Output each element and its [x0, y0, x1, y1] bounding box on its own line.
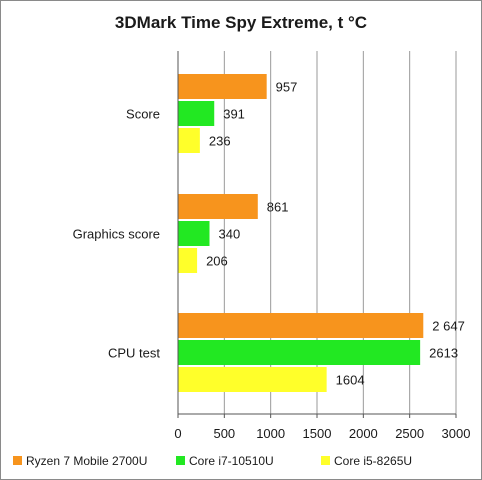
data-label: 2 647 [432, 319, 465, 334]
x-tick-label: 500 [213, 426, 235, 441]
data-label: 340 [219, 227, 241, 242]
category-label: CPU test [108, 346, 160, 361]
x-tick-label: 1500 [303, 426, 332, 441]
chart-title: 3DMark Time Spy Extreme, t °C [115, 13, 367, 32]
data-label: 206 [206, 254, 228, 269]
x-tick-label: 0 [174, 426, 181, 441]
legend-label: Core i7-10510U [189, 454, 274, 468]
bar [178, 101, 215, 126]
data-label: 391 [223, 107, 245, 122]
bar [178, 340, 421, 365]
data-label: 2613 [429, 346, 458, 361]
category-label: Graphics score [73, 227, 160, 242]
category-label: Score [126, 107, 160, 122]
x-tick-label: 2000 [349, 426, 378, 441]
x-tick-label: 3000 [442, 426, 471, 441]
legend-label: Core i5-8265U [334, 454, 412, 468]
x-tick-label: 2500 [395, 426, 424, 441]
bar [178, 128, 200, 153]
x-tick-label: 1000 [256, 426, 285, 441]
legend-swatch [321, 456, 330, 465]
legend-swatch [176, 456, 185, 465]
bar [178, 367, 327, 392]
bar [178, 313, 424, 338]
legend-label: Ryzen 7 Mobile 2700U [26, 454, 147, 468]
data-label: 861 [267, 200, 289, 215]
data-label: 236 [209, 134, 231, 149]
bar [178, 194, 258, 219]
bar [178, 248, 198, 273]
legend-swatch [13, 456, 22, 465]
data-label: 957 [276, 80, 298, 95]
bar [178, 221, 210, 246]
data-label: 1604 [336, 373, 365, 388]
bar [178, 74, 267, 99]
